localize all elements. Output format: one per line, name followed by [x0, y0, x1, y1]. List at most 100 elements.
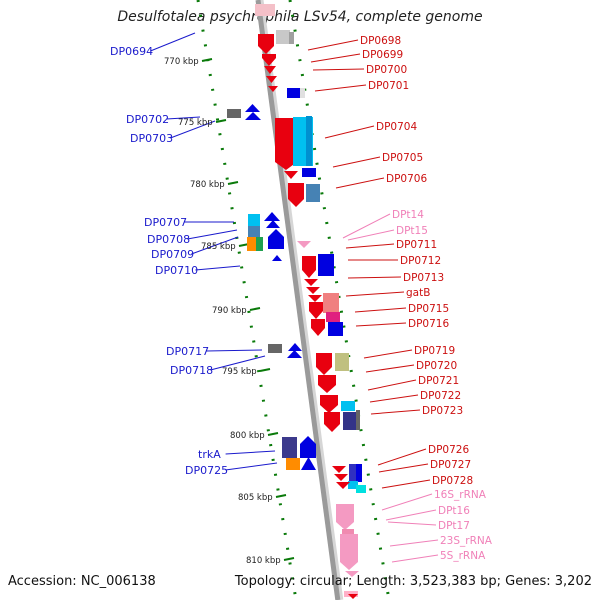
gene-label-right: DP0705 — [382, 152, 423, 164]
gene-arrow — [287, 350, 302, 358]
gene-label-right: DP0711 — [396, 239, 437, 251]
gene-arrow — [316, 353, 332, 375]
gene-label-right: DP0721 — [418, 375, 459, 387]
leader-line — [332, 156, 381, 168]
leader-line — [206, 349, 263, 352]
scale-tick-mark — [283, 557, 295, 561]
leader-line — [195, 265, 241, 271]
leader-line — [391, 554, 439, 563]
gene-label-right: DP0727 — [430, 459, 471, 471]
gene-label-right: DP0723 — [422, 405, 463, 417]
gene-label-right: DP0698 — [360, 35, 401, 47]
gene-label-right: DP0716 — [408, 318, 449, 330]
gene-arrow — [258, 34, 274, 54]
scale-tick-mark — [227, 181, 239, 185]
gene-arrow — [340, 534, 358, 570]
gene-arrow — [318, 375, 336, 393]
gene-arrow — [345, 571, 359, 577]
leader-line — [347, 229, 395, 241]
gene-arrow — [301, 457, 316, 470]
gene-block — [306, 116, 312, 166]
gene-label-left: DP0725 — [185, 464, 228, 477]
leader-line — [170, 120, 216, 139]
leader-line — [355, 322, 407, 327]
gene-label-left: DP0694 — [110, 45, 153, 58]
gene-block — [282, 437, 297, 458]
gene-block — [302, 168, 316, 177]
scale-tick-label: 795 kbp — [222, 367, 257, 377]
gene-arrow — [336, 482, 350, 489]
gene-block — [343, 412, 358, 430]
leader-line — [210, 355, 266, 371]
gene-block — [318, 254, 334, 276]
map-title: Desulfotalea psychrophila LSv54, complet… — [117, 9, 483, 25]
gene-block — [326, 312, 340, 322]
gene-arrow — [324, 412, 340, 432]
leader-line — [369, 394, 419, 403]
gene-label-right: DPt17 — [438, 520, 470, 532]
leader-line — [385, 509, 437, 521]
leader-line — [342, 213, 391, 239]
scale-tick-mark — [201, 58, 213, 62]
leader-line — [166, 116, 201, 120]
gene-label-left: trkA — [198, 448, 221, 461]
gene-label-left: DP0702 — [126, 113, 169, 126]
gene-label-right: DP0699 — [362, 49, 403, 61]
gene-block — [335, 353, 349, 371]
scale-tick-label: 780 kbp — [190, 180, 225, 190]
gene-block — [268, 344, 282, 353]
gene-label-right: DP0704 — [376, 121, 417, 133]
gene-label-left: DP0707 — [144, 216, 187, 229]
gene-block — [349, 464, 359, 482]
gene-label-right: 16S_rRNA — [434, 489, 487, 501]
gene-arrow — [304, 279, 318, 286]
gene-arrow — [245, 104, 260, 112]
backbone-line — [255, 0, 341, 600]
scale-tick-label: 805 kbp — [238, 493, 273, 503]
gene-block — [289, 32, 294, 44]
gene-arrow — [266, 76, 277, 83]
gene-label-right: DP0713 — [403, 272, 444, 284]
gene-arrow — [268, 86, 278, 92]
gene-arrow — [272, 255, 282, 261]
gene-label-left: DP0717 — [166, 345, 209, 358]
gene-label-right: DP0728 — [432, 475, 473, 487]
leader-line — [307, 39, 359, 51]
gene-label-right: DP0701 — [368, 80, 409, 92]
scale-tick-mark — [267, 432, 279, 436]
gene-arrow — [311, 319, 325, 336]
gene-arrow — [262, 54, 276, 66]
gene-label-right: 23S_rRNA — [440, 535, 493, 547]
gene-arrow — [245, 112, 261, 120]
leader-line — [381, 493, 433, 511]
gene-label-right: DPt15 — [396, 225, 428, 237]
gene-block — [348, 481, 358, 489]
gene-arrow — [332, 466, 346, 473]
leader-line — [187, 229, 238, 240]
gene-label-right: DP0712 — [400, 255, 441, 267]
gene-block — [306, 184, 320, 202]
gene-block — [227, 109, 241, 118]
gene-block — [356, 485, 366, 493]
leader-line — [389, 539, 439, 547]
leader-line — [310, 53, 361, 63]
leader-line — [365, 364, 415, 373]
leader-line — [370, 409, 421, 415]
gene-label-right: DPt14 — [392, 209, 424, 221]
gene-block — [341, 401, 355, 411]
leader-line — [225, 462, 278, 471]
gene-block — [256, 237, 263, 251]
gene-arrow — [308, 295, 322, 302]
gene-arrow — [336, 504, 354, 530]
gene-arrow — [320, 395, 338, 413]
leader-line — [150, 32, 196, 52]
accession-text: Accession: NC_006138 — [8, 574, 156, 589]
gene-block — [287, 88, 301, 98]
gene-label-right: DP0726 — [428, 444, 469, 456]
leader-line — [225, 450, 276, 455]
scale-tick-label: 770 kbp — [164, 57, 199, 67]
gene-arrow — [334, 474, 348, 481]
scale-tick-mark — [275, 494, 287, 498]
scale-tick-label: 785 kbp — [201, 242, 236, 252]
gene-label-right: DP0719 — [414, 345, 455, 357]
